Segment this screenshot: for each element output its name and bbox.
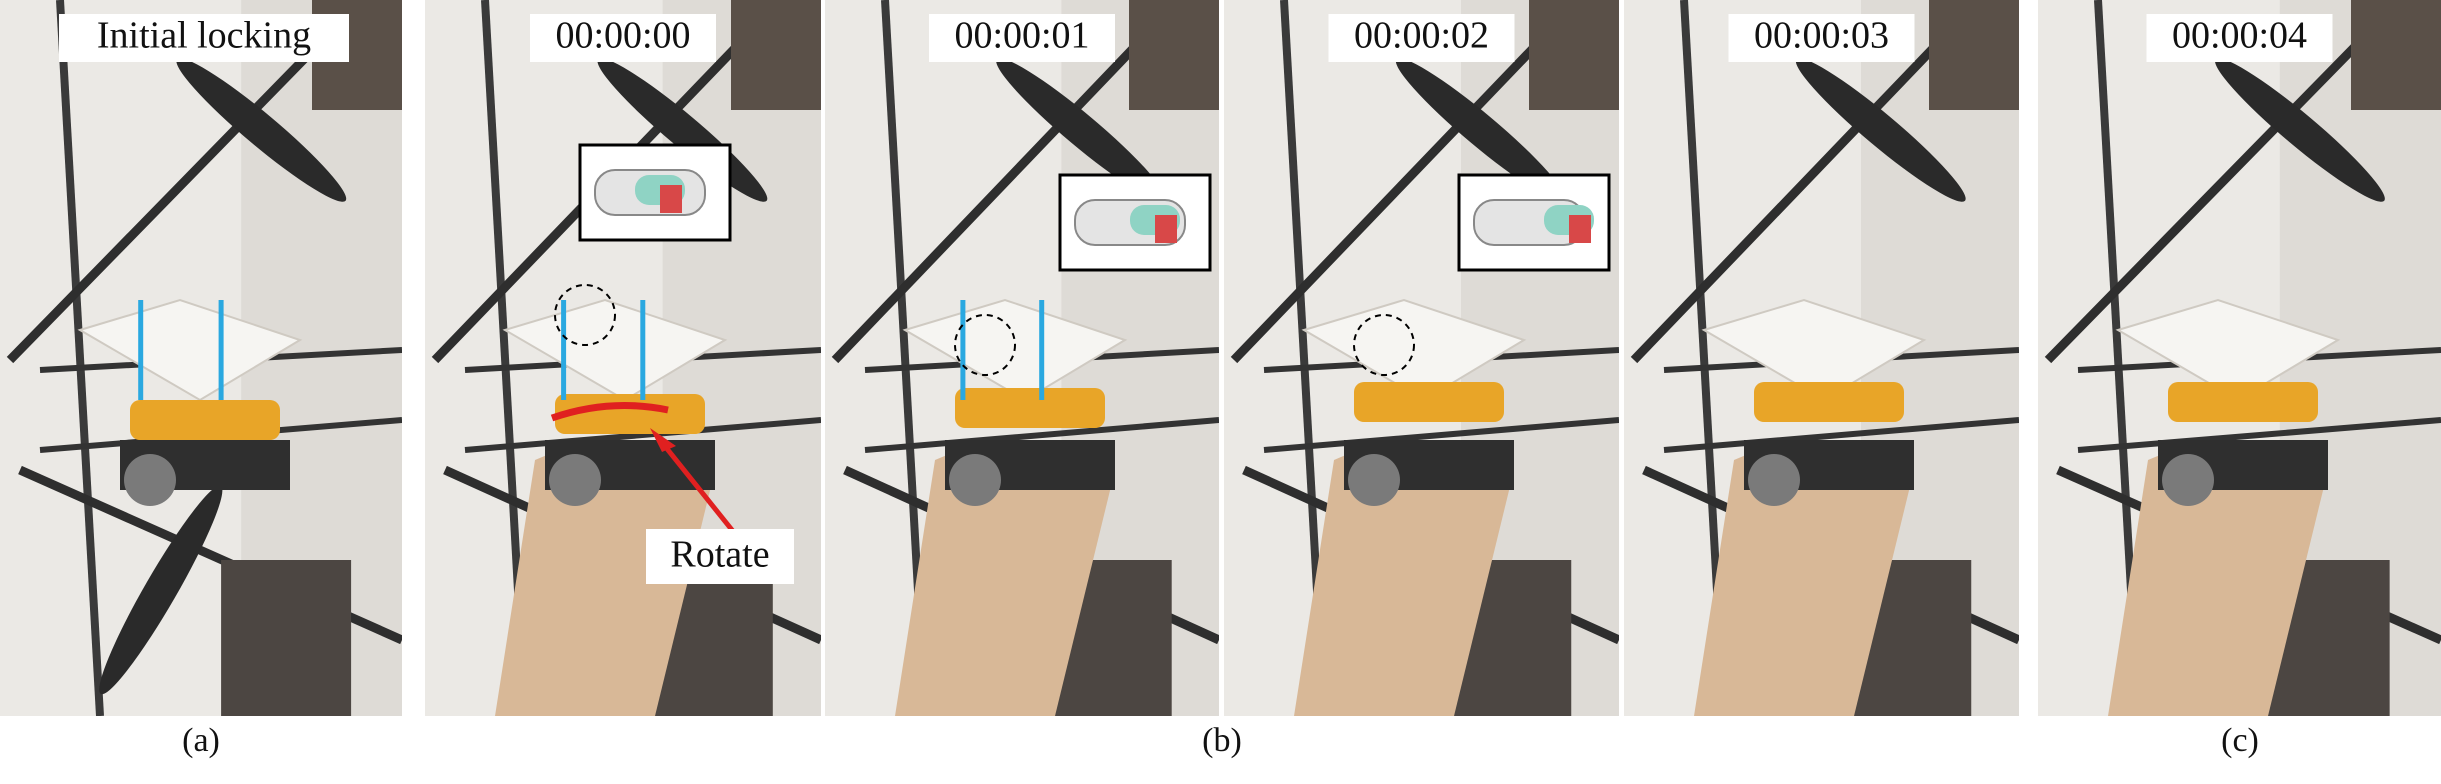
inset-focus xyxy=(954,314,1016,376)
subfigure-label: (c) xyxy=(2221,722,2259,759)
frame-caption: 00:00:04 xyxy=(2172,15,2307,57)
cone xyxy=(2115,298,2341,402)
photo-frame: Initial locking xyxy=(0,0,402,716)
electronics xyxy=(1929,0,2019,110)
subfigure-label: (b) xyxy=(1202,722,1242,759)
orange-disc xyxy=(555,394,705,434)
photo-frame: 00:00:01 xyxy=(825,0,1219,716)
subfigure-label: (a) xyxy=(182,722,220,759)
orange-disc xyxy=(2168,382,2318,422)
inset-ring xyxy=(1569,215,1591,243)
cone xyxy=(1701,298,1927,402)
hand xyxy=(1294,442,1514,716)
joint xyxy=(1748,454,1800,506)
photo-frame: 00:00:03 xyxy=(1624,0,2019,716)
frame-caption: 00:00:00 xyxy=(555,15,690,57)
propeller xyxy=(176,58,347,202)
orange-disc xyxy=(130,400,280,440)
electronics xyxy=(1129,0,1219,110)
pole xyxy=(1663,417,2019,453)
propeller xyxy=(2215,58,2385,202)
annotation: Rotate xyxy=(670,534,769,576)
pole xyxy=(1230,0,1583,364)
inset-ring xyxy=(660,185,682,213)
caption-box xyxy=(59,14,349,62)
photo-frame: 00:00:02 xyxy=(1224,0,1619,716)
pole xyxy=(1630,0,1983,364)
frame-caption: 00:00:02 xyxy=(1354,15,1489,57)
photo-frame: 00:00:00 xyxy=(425,0,821,716)
annotation-box xyxy=(646,529,794,584)
joint xyxy=(2162,454,2214,506)
rotate-arrow xyxy=(550,402,669,422)
electronics xyxy=(2351,0,2441,110)
orange-disc xyxy=(955,388,1105,428)
joint xyxy=(124,454,176,506)
inset-focus xyxy=(554,284,616,346)
photo-frame: 00:00:04 xyxy=(2038,0,2441,716)
joint xyxy=(1348,454,1400,506)
frame-caption: 00:00:03 xyxy=(1754,15,1889,57)
caption-box xyxy=(530,14,716,62)
propeller xyxy=(996,58,1166,202)
rotate-pointer xyxy=(658,438,742,542)
electronics xyxy=(731,0,821,110)
propeller xyxy=(1395,58,1566,202)
frame-caption: Initial locking xyxy=(97,15,311,57)
inset-ring xyxy=(1155,215,1177,243)
hand xyxy=(895,442,1115,716)
caption-box xyxy=(1728,14,1915,62)
joint xyxy=(549,454,601,506)
joint xyxy=(949,454,1001,506)
propeller xyxy=(99,485,223,695)
hand xyxy=(495,442,715,716)
propeller xyxy=(1795,58,1966,202)
rotate-arrowhead xyxy=(650,428,676,452)
pole xyxy=(464,417,821,453)
pole xyxy=(2044,0,2404,364)
hand xyxy=(1694,442,1914,716)
orange-disc xyxy=(1354,382,1504,422)
pole xyxy=(1263,417,1619,453)
frame-caption: 00:00:01 xyxy=(954,15,1089,57)
caption-box xyxy=(1328,14,1515,62)
caption-box xyxy=(929,14,1115,62)
pole xyxy=(2077,417,2441,453)
hand xyxy=(2108,442,2328,716)
caption-box xyxy=(2146,14,2333,62)
orange-disc xyxy=(1754,382,1904,422)
pole xyxy=(56,0,104,716)
electronics xyxy=(1529,0,1619,110)
cone xyxy=(77,298,303,402)
pole xyxy=(831,0,1183,364)
cone xyxy=(502,298,728,402)
inset-focus xyxy=(1353,314,1415,376)
pole xyxy=(864,417,1219,453)
electronics xyxy=(221,560,352,716)
photo-strip: Initial locking 00:00:00 00:00:01 00:00:02 0… xyxy=(0,0,2441,716)
